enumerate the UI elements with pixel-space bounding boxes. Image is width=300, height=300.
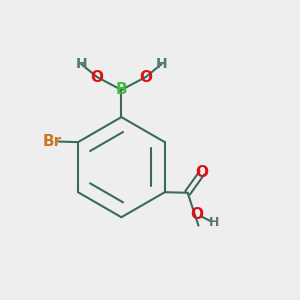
Text: B: B <box>116 82 127 98</box>
Text: O: O <box>190 207 204 222</box>
Text: H: H <box>156 57 167 71</box>
Text: H: H <box>76 57 87 71</box>
Text: Br: Br <box>43 134 62 149</box>
Text: O: O <box>91 70 103 85</box>
Text: O: O <box>195 165 208 180</box>
Text: O: O <box>139 70 152 85</box>
Text: H: H <box>209 216 219 229</box>
